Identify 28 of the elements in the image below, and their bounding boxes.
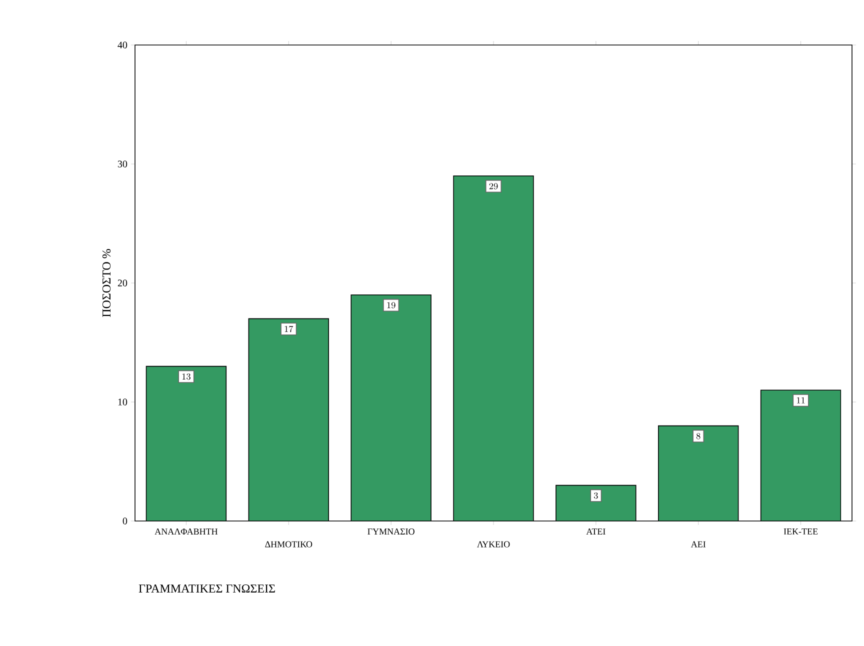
bar bbox=[760, 390, 842, 521]
data-label: 29 bbox=[489, 183, 498, 190]
bar bbox=[248, 318, 329, 521]
data-label: 13 bbox=[182, 374, 190, 380]
y-tick-label: 20 bbox=[118, 280, 128, 286]
x-tick-label: ΑΕΙ bbox=[690, 541, 706, 548]
y-tick-label: 40 bbox=[118, 42, 128, 48]
x-tick-label: ΛΥΚΕΙΟ bbox=[477, 541, 510, 548]
bar bbox=[146, 366, 227, 521]
bar bbox=[658, 425, 739, 521]
y-tick-label: 0 bbox=[122, 518, 128, 524]
y-tick-label: 30 bbox=[118, 160, 128, 168]
x-tick-label: ΓΥΜΝΑΣΙΟ bbox=[368, 528, 414, 535]
data-label: 19 bbox=[387, 302, 396, 308]
x-tick-label: ΑΤΕΙ bbox=[586, 528, 606, 534]
x-tick-label: ΑΝΑΛΦΑΒΗΤΗ bbox=[154, 528, 218, 535]
x-tick-label: ΔΗΜΟΤΙΚΟ bbox=[265, 541, 312, 548]
bar bbox=[350, 294, 432, 521]
bar bbox=[556, 484, 636, 521]
bar bbox=[454, 176, 534, 521]
x-axis-title: ΓΡΑΜΜΑΤΙΚΕΣ ΓΝΩΣΕΙΣ bbox=[138, 584, 275, 592]
data-label: 8 bbox=[696, 433, 700, 440]
y-axis-title: ΠΟΣΟΣΤΟ % bbox=[102, 249, 111, 318]
data-label: 11 bbox=[796, 397, 805, 404]
data-label: 17 bbox=[284, 326, 294, 332]
data-label: 3 bbox=[594, 492, 598, 499]
y-tick-label: 10 bbox=[118, 398, 128, 406]
x-tick-label: ΙΕΚ-ΤΕΕ bbox=[784, 528, 818, 534]
